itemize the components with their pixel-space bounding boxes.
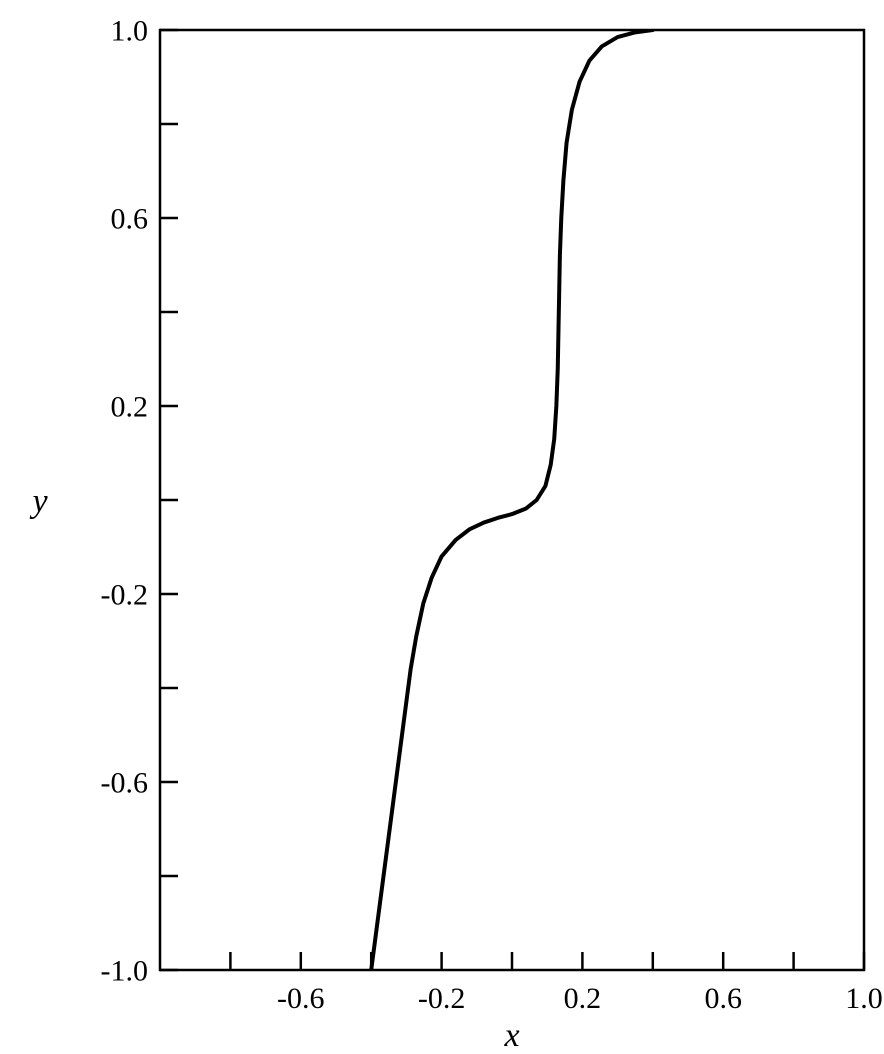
x-axis-label: x bbox=[503, 1017, 519, 1054]
x-tick-label: 0.6 bbox=[704, 982, 742, 1015]
y-tick-label: 0.2 bbox=[111, 391, 149, 424]
x-tick-label: -0.6 bbox=[277, 982, 325, 1015]
x-tick-label: 0.2 bbox=[564, 982, 602, 1015]
y-tick-label: 0.6 bbox=[111, 203, 149, 236]
chart-bg bbox=[0, 0, 884, 1054]
y-tick-label: -0.6 bbox=[101, 767, 149, 800]
y-tick-label: -0.2 bbox=[101, 579, 149, 612]
y-axis-label: y bbox=[29, 483, 48, 520]
y-tick-label: -1.0 bbox=[101, 955, 149, 988]
chart-container: -0.6 -0.2 0.2 0.6 1.0 -1.0 -0.6 -0.2 0.2 0.6 1.0 x y bbox=[0, 0, 884, 1054]
line-chart: -0.6 -0.2 0.2 0.6 1.0 -1.0 -0.6 -0.2 0.2 0.6 1.0 x y bbox=[0, 0, 884, 1054]
x-tick-label: 1.0 bbox=[845, 982, 883, 1015]
x-tick-label: -0.2 bbox=[418, 982, 466, 1015]
y-tick-label: 1.0 bbox=[111, 15, 149, 48]
